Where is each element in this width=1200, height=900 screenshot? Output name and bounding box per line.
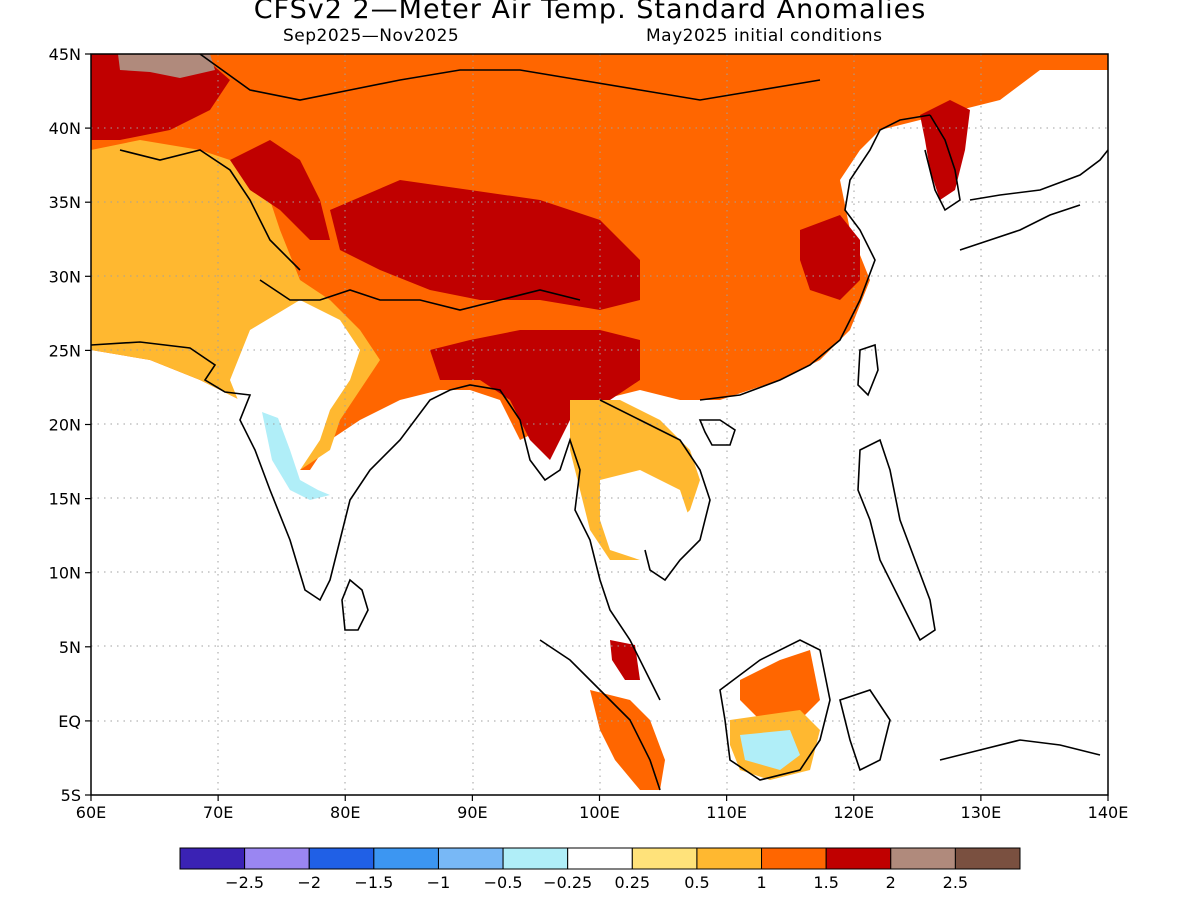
y-tick-label: EQ	[58, 712, 81, 731]
x-tick-label: 110E	[706, 803, 747, 822]
legend-color-box	[825, 847, 892, 870]
y-tick-label: 20N	[49, 416, 81, 435]
legend-label: −0.5	[484, 873, 523, 892]
legend-color-box	[308, 847, 375, 870]
anomaly-region-indochina-white	[600, 470, 690, 560]
legend-color-box	[373, 847, 439, 870]
legend-label: 0.25	[614, 873, 650, 892]
anomaly-region-kazakhstan-peak	[118, 54, 215, 78]
anomaly-region-india-interior	[230, 300, 360, 600]
legend-color-box	[954, 847, 1021, 870]
legend-label: −1	[427, 873, 451, 892]
legend-color-box	[244, 847, 310, 870]
initial-conditions: May2025 initial conditions	[646, 26, 883, 46]
legend-label: −0.25	[543, 873, 592, 892]
legend-color-box	[437, 847, 504, 870]
x-tick-label: 120E	[833, 803, 874, 822]
y-tick-label: 5S	[61, 786, 81, 805]
anomaly-region-malaysia	[610, 640, 640, 680]
chart-title: CFSv2 2—Meter Air Temp. Standard Anomali…	[253, 0, 927, 25]
anomaly-region-bay-of-bengal-land	[430, 330, 640, 460]
anomaly-region-sumatra	[590, 690, 665, 790]
legend-color-box	[890, 847, 956, 870]
legend-label: −2.5	[225, 873, 264, 892]
anomaly-region-east-china	[800, 215, 860, 300]
y-tick-label: 35N	[49, 193, 81, 212]
x-tick-label: 90E	[457, 803, 487, 822]
x-tick-label: 70E	[203, 803, 233, 822]
y-tick-label: 45N	[49, 45, 81, 64]
legend-label: 0.5	[684, 873, 709, 892]
y-tick-label: 5N	[59, 638, 81, 657]
legend-color-box	[567, 847, 633, 870]
legend-color-box	[179, 847, 246, 870]
forecast-period: Sep2025—Nov2025	[283, 26, 460, 46]
y-tick-label: 25N	[49, 341, 81, 360]
x-tick-label: 130E	[961, 803, 1002, 822]
legend-label: 2.5	[943, 873, 968, 892]
legend-label: −2	[297, 873, 321, 892]
x-tick-label: 80E	[330, 803, 360, 822]
anomaly-region-borneo-cool	[740, 730, 800, 770]
legend-label: 1	[756, 873, 766, 892]
y-tick-label: 30N	[49, 267, 81, 286]
y-tick-label: 40N	[49, 119, 81, 138]
legend-label: −1.5	[354, 873, 393, 892]
anomaly-region-korea	[920, 100, 970, 200]
x-tick-label: 140E	[1088, 803, 1129, 822]
anomaly-region-western-ghats	[262, 412, 330, 500]
y-tick-label: 10N	[49, 564, 81, 583]
legend-color-box	[696, 847, 763, 870]
anomaly-region-borneo-north	[740, 650, 820, 720]
anomaly-region-tibet	[330, 180, 640, 310]
coastlines	[91, 54, 1108, 791]
anomaly-region-kazakhstan	[91, 54, 230, 140]
legend-color-box	[631, 847, 698, 870]
legend-color-box	[502, 847, 569, 870]
anomaly-region-kashmir	[230, 140, 330, 240]
legend-label: 2	[886, 873, 896, 892]
y-tick-label: 15N	[49, 490, 81, 509]
x-tick-label: 100E	[579, 803, 620, 822]
legend-color-box	[761, 847, 827, 870]
x-tick-label: 60E	[76, 803, 106, 822]
legend-label: 1.5	[813, 873, 838, 892]
